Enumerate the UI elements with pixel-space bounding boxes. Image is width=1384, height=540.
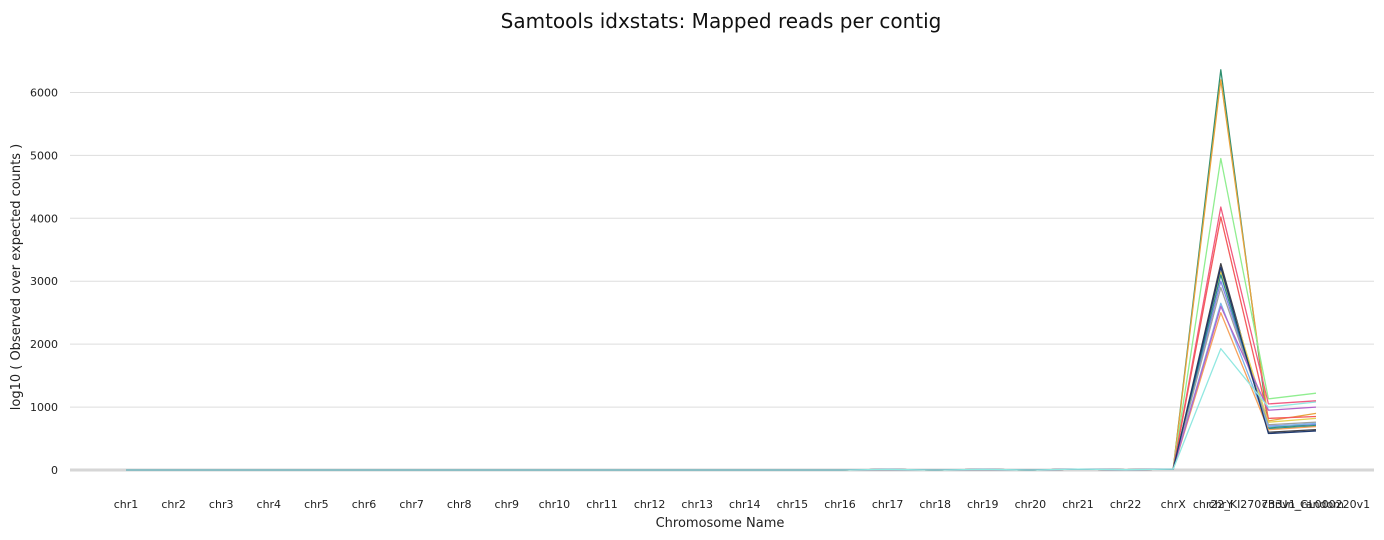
series-line-9[interactable] [126, 274, 1317, 471]
x-tick-label: chr8 [447, 498, 472, 511]
y-tick-label: 4000 [30, 212, 58, 225]
series-line-14[interactable] [126, 266, 1317, 471]
y-tick-labels: 0 1000 2000 3000 4000 5000 6000 [30, 86, 58, 477]
x-axis-label: Chromosome Name [656, 516, 785, 531]
x-tick-label: chr3 [209, 498, 234, 511]
x-tick-label: chr7 [399, 498, 424, 511]
series-lines [126, 69, 1317, 471]
x-tick-label: chr19 [967, 498, 999, 511]
x-tick-label: chr2 [161, 498, 186, 511]
series-line-12[interactable] [126, 312, 1317, 471]
series-line-5[interactable] [126, 216, 1317, 471]
x-tick-label: chr1 [114, 498, 139, 511]
x-tick-label: chr6 [352, 498, 377, 511]
x-tick-label: chr18 [919, 498, 951, 511]
y-tick-label: 2000 [30, 338, 58, 351]
series-line-3[interactable] [126, 157, 1317, 471]
x-tick-label: chr16 [824, 498, 856, 511]
x-tick-label: chr9 [495, 498, 520, 511]
series-line-4[interactable] [126, 206, 1317, 471]
x-tick-labels: chr1 chr2 chr3 chr4 chr5 chr6 chr7 chr8 chr9 chr1… [114, 498, 1370, 511]
series-line-10[interactable] [126, 286, 1317, 471]
series-line-2[interactable] [126, 79, 1317, 471]
x-tick-label: chr11 [586, 498, 618, 511]
y-tick-label: 0 [51, 464, 58, 477]
y-tick-label: 1000 [30, 401, 58, 414]
series-line-13[interactable] [126, 305, 1317, 471]
x-tick-label: chr17 [872, 498, 904, 511]
x-tick-label: chr12 [634, 498, 666, 511]
x-tick-label: chr21 [1062, 498, 1094, 511]
x-tick-label: chrUn_GL000220v1 [1262, 498, 1370, 511]
x-tick-label: chr4 [257, 498, 282, 511]
x-tick-label: chr20 [1015, 498, 1047, 511]
x-tick-label: chr13 [681, 498, 713, 511]
y-tick-label: 5000 [30, 149, 58, 162]
x-tick-label: chr22 [1110, 498, 1142, 511]
y-gridlines [70, 91, 1374, 472]
y-tick-label: 6000 [30, 86, 58, 99]
x-tick-label: chr10 [539, 498, 571, 511]
series-line-11[interactable] [126, 302, 1317, 471]
series-line-1[interactable] [126, 69, 1317, 471]
series-line-6[interactable] [126, 262, 1317, 471]
x-tick-label: chr15 [777, 498, 809, 511]
x-tick-label: chrX [1161, 498, 1187, 511]
series-line-8[interactable] [126, 280, 1317, 471]
chart-title: Samtools idxstats: Mapped reads per cont… [501, 9, 942, 33]
x-tick-label: chrY [1209, 498, 1234, 511]
series-line-7[interactable] [126, 271, 1317, 471]
x-tick-label: chr22_KI270733v1_random [1193, 498, 1344, 511]
series-line-15[interactable] [126, 347, 1317, 471]
x-tick-label: chr14 [729, 498, 761, 511]
y-tick-label: 3000 [30, 275, 58, 288]
x-tick-label: chr5 [304, 498, 329, 511]
y-axis-label: log10 ( Observed over expected counts ) [9, 144, 24, 411]
